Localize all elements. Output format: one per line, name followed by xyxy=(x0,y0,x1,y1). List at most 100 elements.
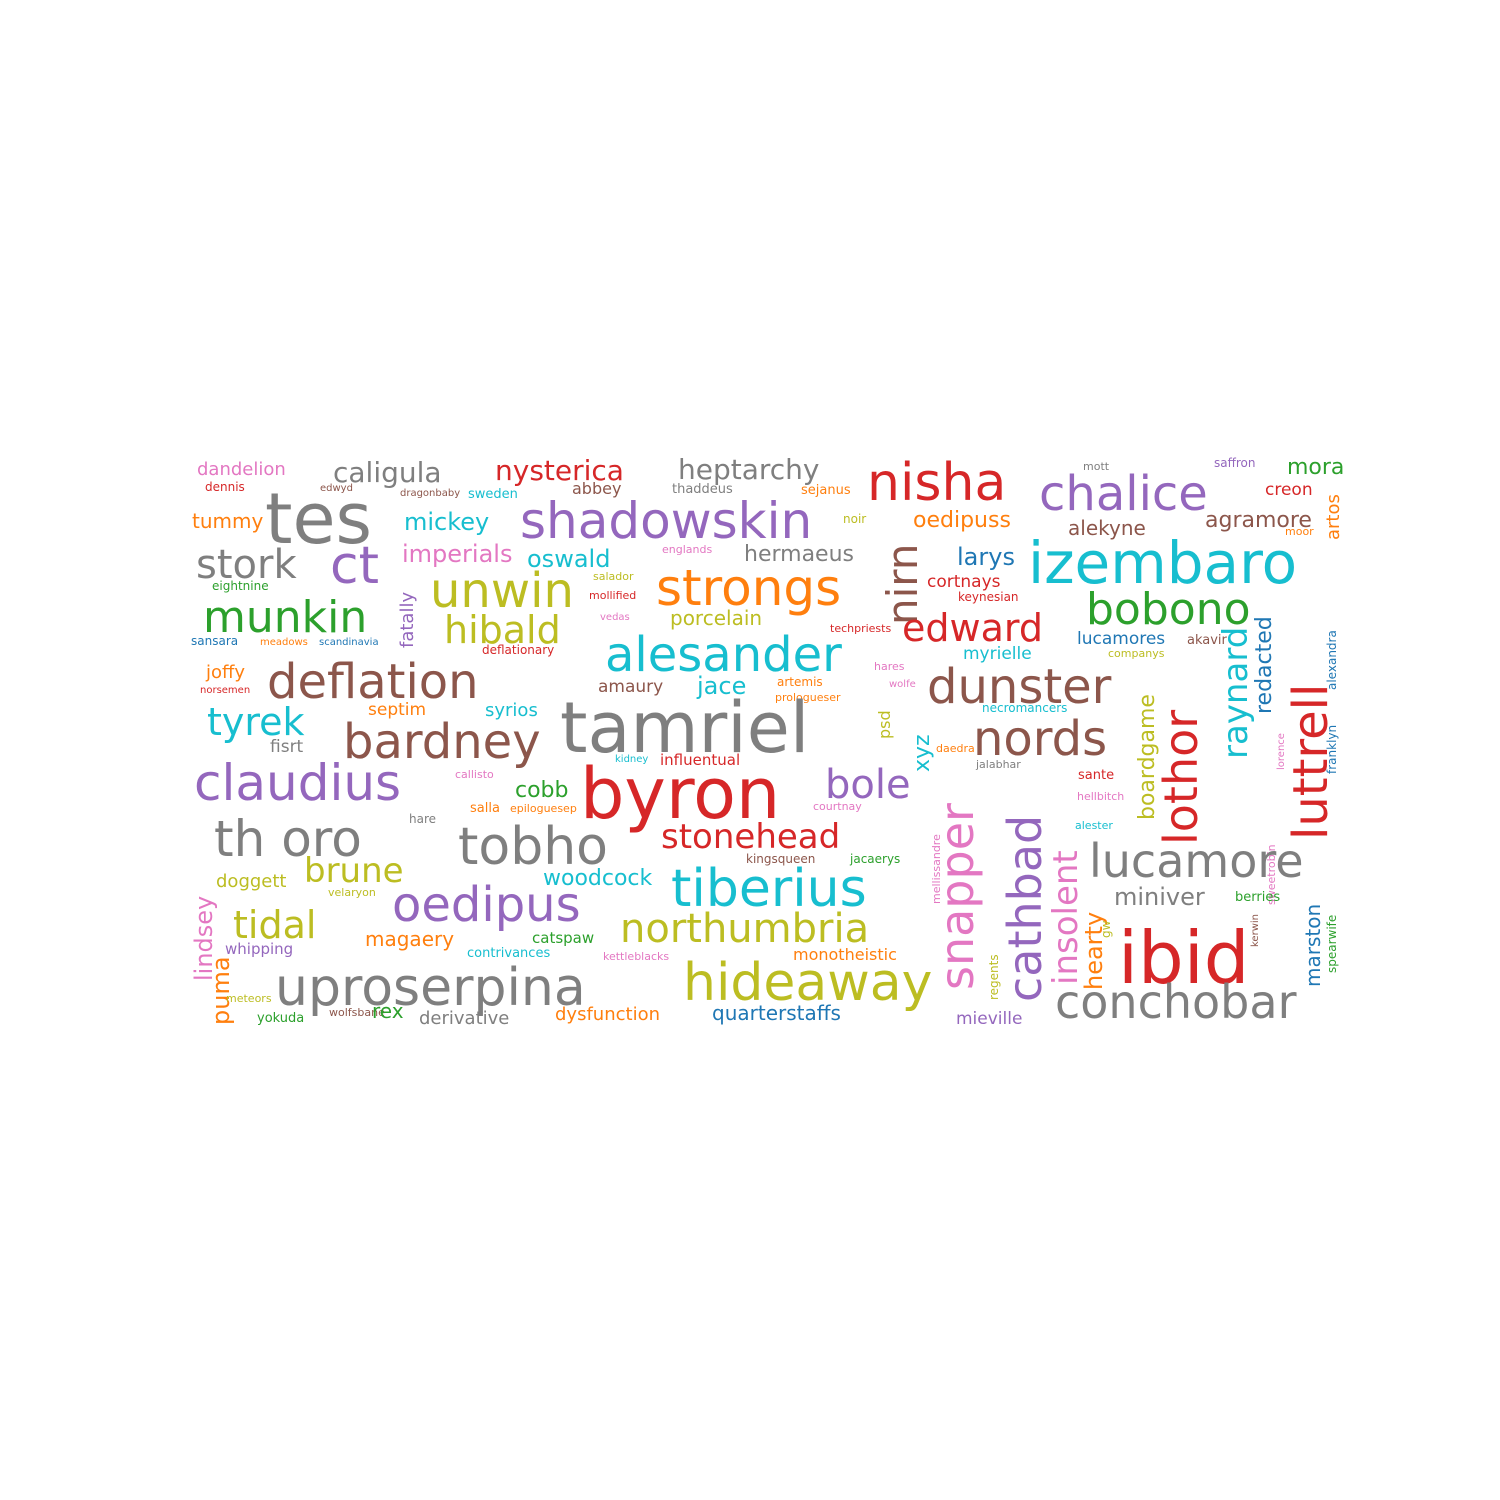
word-hare: hare xyxy=(409,812,436,826)
word-dunster: dunster xyxy=(927,659,1112,715)
word-xyz: xyz xyxy=(910,734,935,772)
word-nysterica: nysterica xyxy=(495,454,624,487)
word-regents: regents xyxy=(987,954,1001,1000)
word-fisrt: fisrt xyxy=(270,737,304,757)
word-derivative: derivative xyxy=(419,1008,509,1029)
word-rex: rex xyxy=(372,999,404,1023)
word-keynesian: keynesian xyxy=(958,590,1019,604)
word-jace: jace xyxy=(696,672,746,700)
word-lucamores: lucamores xyxy=(1077,629,1165,649)
word-velaryon: velaryon xyxy=(328,886,376,899)
word-franklyn: franklyn xyxy=(1325,725,1339,774)
word-brune: brune xyxy=(304,851,404,891)
word-sansara: sansara xyxy=(191,634,238,648)
word-jalabhar: jalabhar xyxy=(975,758,1021,771)
word-tamriel: tamriel xyxy=(560,687,809,769)
word-magaery: magaery xyxy=(365,927,454,951)
word-salador: salador xyxy=(593,570,634,583)
word-artemis: artemis xyxy=(777,675,823,689)
word-techpriests: techpriests xyxy=(830,622,891,635)
word-daedra: daedra xyxy=(936,742,975,755)
word-dragonbaby: dragonbaby xyxy=(400,488,460,499)
word-lorence: lorence xyxy=(1276,733,1287,770)
word-hideaway: hideaway xyxy=(683,953,932,1013)
word-porcelain: porcelain xyxy=(670,606,762,630)
word-tyrek: tyrek xyxy=(207,700,305,744)
word-bobono: bobono xyxy=(1086,584,1251,635)
word-whipping: whipping xyxy=(225,940,293,958)
word-puma: puma xyxy=(207,956,235,1025)
word-alester: alester xyxy=(1075,819,1113,832)
word-mellissandre: mellissandre xyxy=(930,834,943,904)
word-contrivances: contrivances xyxy=(467,946,550,961)
word-sejanus: sejanus xyxy=(801,483,851,498)
word-insolent: insolent xyxy=(1046,850,1086,985)
word-sweden: sweden xyxy=(468,487,518,502)
word-raynard: raynard xyxy=(1216,627,1256,759)
word-agramore: agramore xyxy=(1205,508,1312,533)
word-joffy: joffy xyxy=(205,662,245,683)
word-englands: englands xyxy=(662,543,712,556)
word-wolfe: wolfe xyxy=(889,679,916,690)
word-cortnays: cortnays xyxy=(927,572,1001,592)
word-quarterstaffs: quarterstaffs xyxy=(712,1001,841,1025)
word-conchobar: conchobar xyxy=(1055,975,1297,1029)
word-noir: noir xyxy=(843,512,866,526)
word-cobb: cobb xyxy=(515,778,569,803)
word-byron: byron xyxy=(580,753,780,835)
word-hibald: hibald xyxy=(444,608,561,652)
word-bardney: bardney xyxy=(343,714,541,770)
word-larys: larys xyxy=(957,543,1015,571)
word-septim: septim xyxy=(368,700,426,720)
word-northumbria: northumbria xyxy=(620,906,869,952)
word-nisha: nisha xyxy=(867,453,1006,513)
word-stonehead: stonehead xyxy=(661,817,840,857)
word-companys: companys xyxy=(1108,647,1165,660)
word-dandelion: dandelion xyxy=(197,459,286,480)
word-chalice: chalice xyxy=(1039,466,1208,522)
word-amaury: amaury xyxy=(598,677,663,697)
word-nirn: nirn xyxy=(878,544,927,625)
word-creon: creon xyxy=(1265,480,1313,500)
word-cathbad: cathbad xyxy=(998,815,1052,1002)
word-scandinavia: scandinavia xyxy=(319,637,379,648)
word-stork: stork xyxy=(196,542,297,588)
word-gw: gw xyxy=(1099,920,1113,938)
word-alekyne: alekyne xyxy=(1068,516,1146,540)
word-dennis: dennis xyxy=(205,480,245,494)
word-hermaeus: hermaeus xyxy=(744,542,854,567)
word-lothor: lothor xyxy=(1154,710,1208,845)
word-courtnay: courtnay xyxy=(813,800,862,813)
word-izembaro: izembaro xyxy=(1028,529,1297,597)
word-ibid: ibid xyxy=(1118,916,1249,1000)
word-syrios: syrios xyxy=(485,700,538,721)
word-sweetrobin: sweetrobin xyxy=(1265,844,1278,905)
word-mickey: mickey xyxy=(404,508,489,536)
word-th-oro: th oro xyxy=(214,810,362,868)
word-claudius: claudius xyxy=(194,754,401,812)
word-catspaw: catspaw xyxy=(532,929,594,947)
word-meteors: meteors xyxy=(226,992,272,1005)
word-wolfsbane: wolfsbane xyxy=(329,1006,385,1019)
word-heptarchy: heptarchy xyxy=(678,453,820,486)
word-caligula: caligula xyxy=(333,456,442,489)
word-tiberius: tiberius xyxy=(671,859,867,919)
word-mieville: mieville xyxy=(956,1009,1022,1029)
word-kettleblacks: kettleblacks xyxy=(603,950,669,963)
word-lindsey: lindsey xyxy=(190,896,218,981)
word-lucamore: lucamore xyxy=(1089,834,1304,888)
word-mollified: mollified xyxy=(589,589,636,602)
word-necromancers: necromancers xyxy=(982,701,1067,715)
word-nords: nords xyxy=(973,711,1107,767)
word-meadows: meadows xyxy=(260,637,308,648)
word-mora: mora xyxy=(1287,455,1344,480)
word-tes: tes xyxy=(265,478,372,560)
word-tummy: tummy xyxy=(192,509,263,533)
word-moor: moor xyxy=(1285,525,1314,538)
word-marston: marston xyxy=(1301,904,1325,987)
word-strongs: strongs xyxy=(656,559,841,617)
word-thaddeus: thaddeus xyxy=(672,482,733,497)
word-hearty: hearty xyxy=(1080,912,1108,990)
word-abbey: abbey xyxy=(572,479,621,498)
